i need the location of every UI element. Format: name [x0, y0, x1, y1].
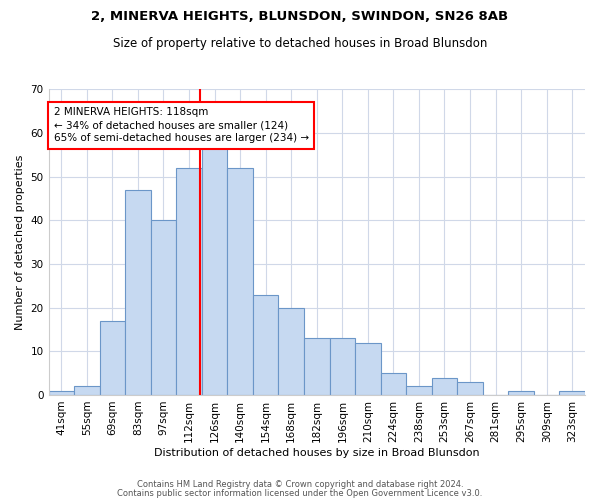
- Bar: [380, 373, 406, 395]
- Bar: [253, 294, 278, 395]
- Bar: [559, 390, 585, 395]
- X-axis label: Distribution of detached houses by size in Broad Blunsdon: Distribution of detached houses by size …: [154, 448, 479, 458]
- Bar: [329, 338, 355, 395]
- Bar: [125, 190, 151, 395]
- Bar: [304, 338, 329, 395]
- Text: 2 MINERVA HEIGHTS: 118sqm
← 34% of detached houses are smaller (124)
65% of semi: 2 MINERVA HEIGHTS: 118sqm ← 34% of detac…: [53, 107, 309, 144]
- Bar: [100, 321, 125, 395]
- Text: 2, MINERVA HEIGHTS, BLUNSDON, SWINDON, SN26 8AB: 2, MINERVA HEIGHTS, BLUNSDON, SWINDON, S…: [91, 10, 509, 23]
- Text: Contains HM Land Registry data © Crown copyright and database right 2024.: Contains HM Land Registry data © Crown c…: [137, 480, 463, 489]
- Bar: [355, 342, 380, 395]
- Bar: [508, 390, 534, 395]
- Bar: [457, 382, 483, 395]
- Bar: [227, 168, 253, 395]
- Bar: [151, 220, 176, 395]
- Bar: [432, 378, 457, 395]
- Bar: [74, 386, 100, 395]
- Bar: [202, 133, 227, 395]
- Bar: [176, 168, 202, 395]
- Y-axis label: Number of detached properties: Number of detached properties: [15, 154, 25, 330]
- Bar: [278, 308, 304, 395]
- Text: Size of property relative to detached houses in Broad Blunsdon: Size of property relative to detached ho…: [113, 38, 487, 51]
- Bar: [49, 390, 74, 395]
- Bar: [406, 386, 432, 395]
- Text: Contains public sector information licensed under the Open Government Licence v3: Contains public sector information licen…: [118, 490, 482, 498]
